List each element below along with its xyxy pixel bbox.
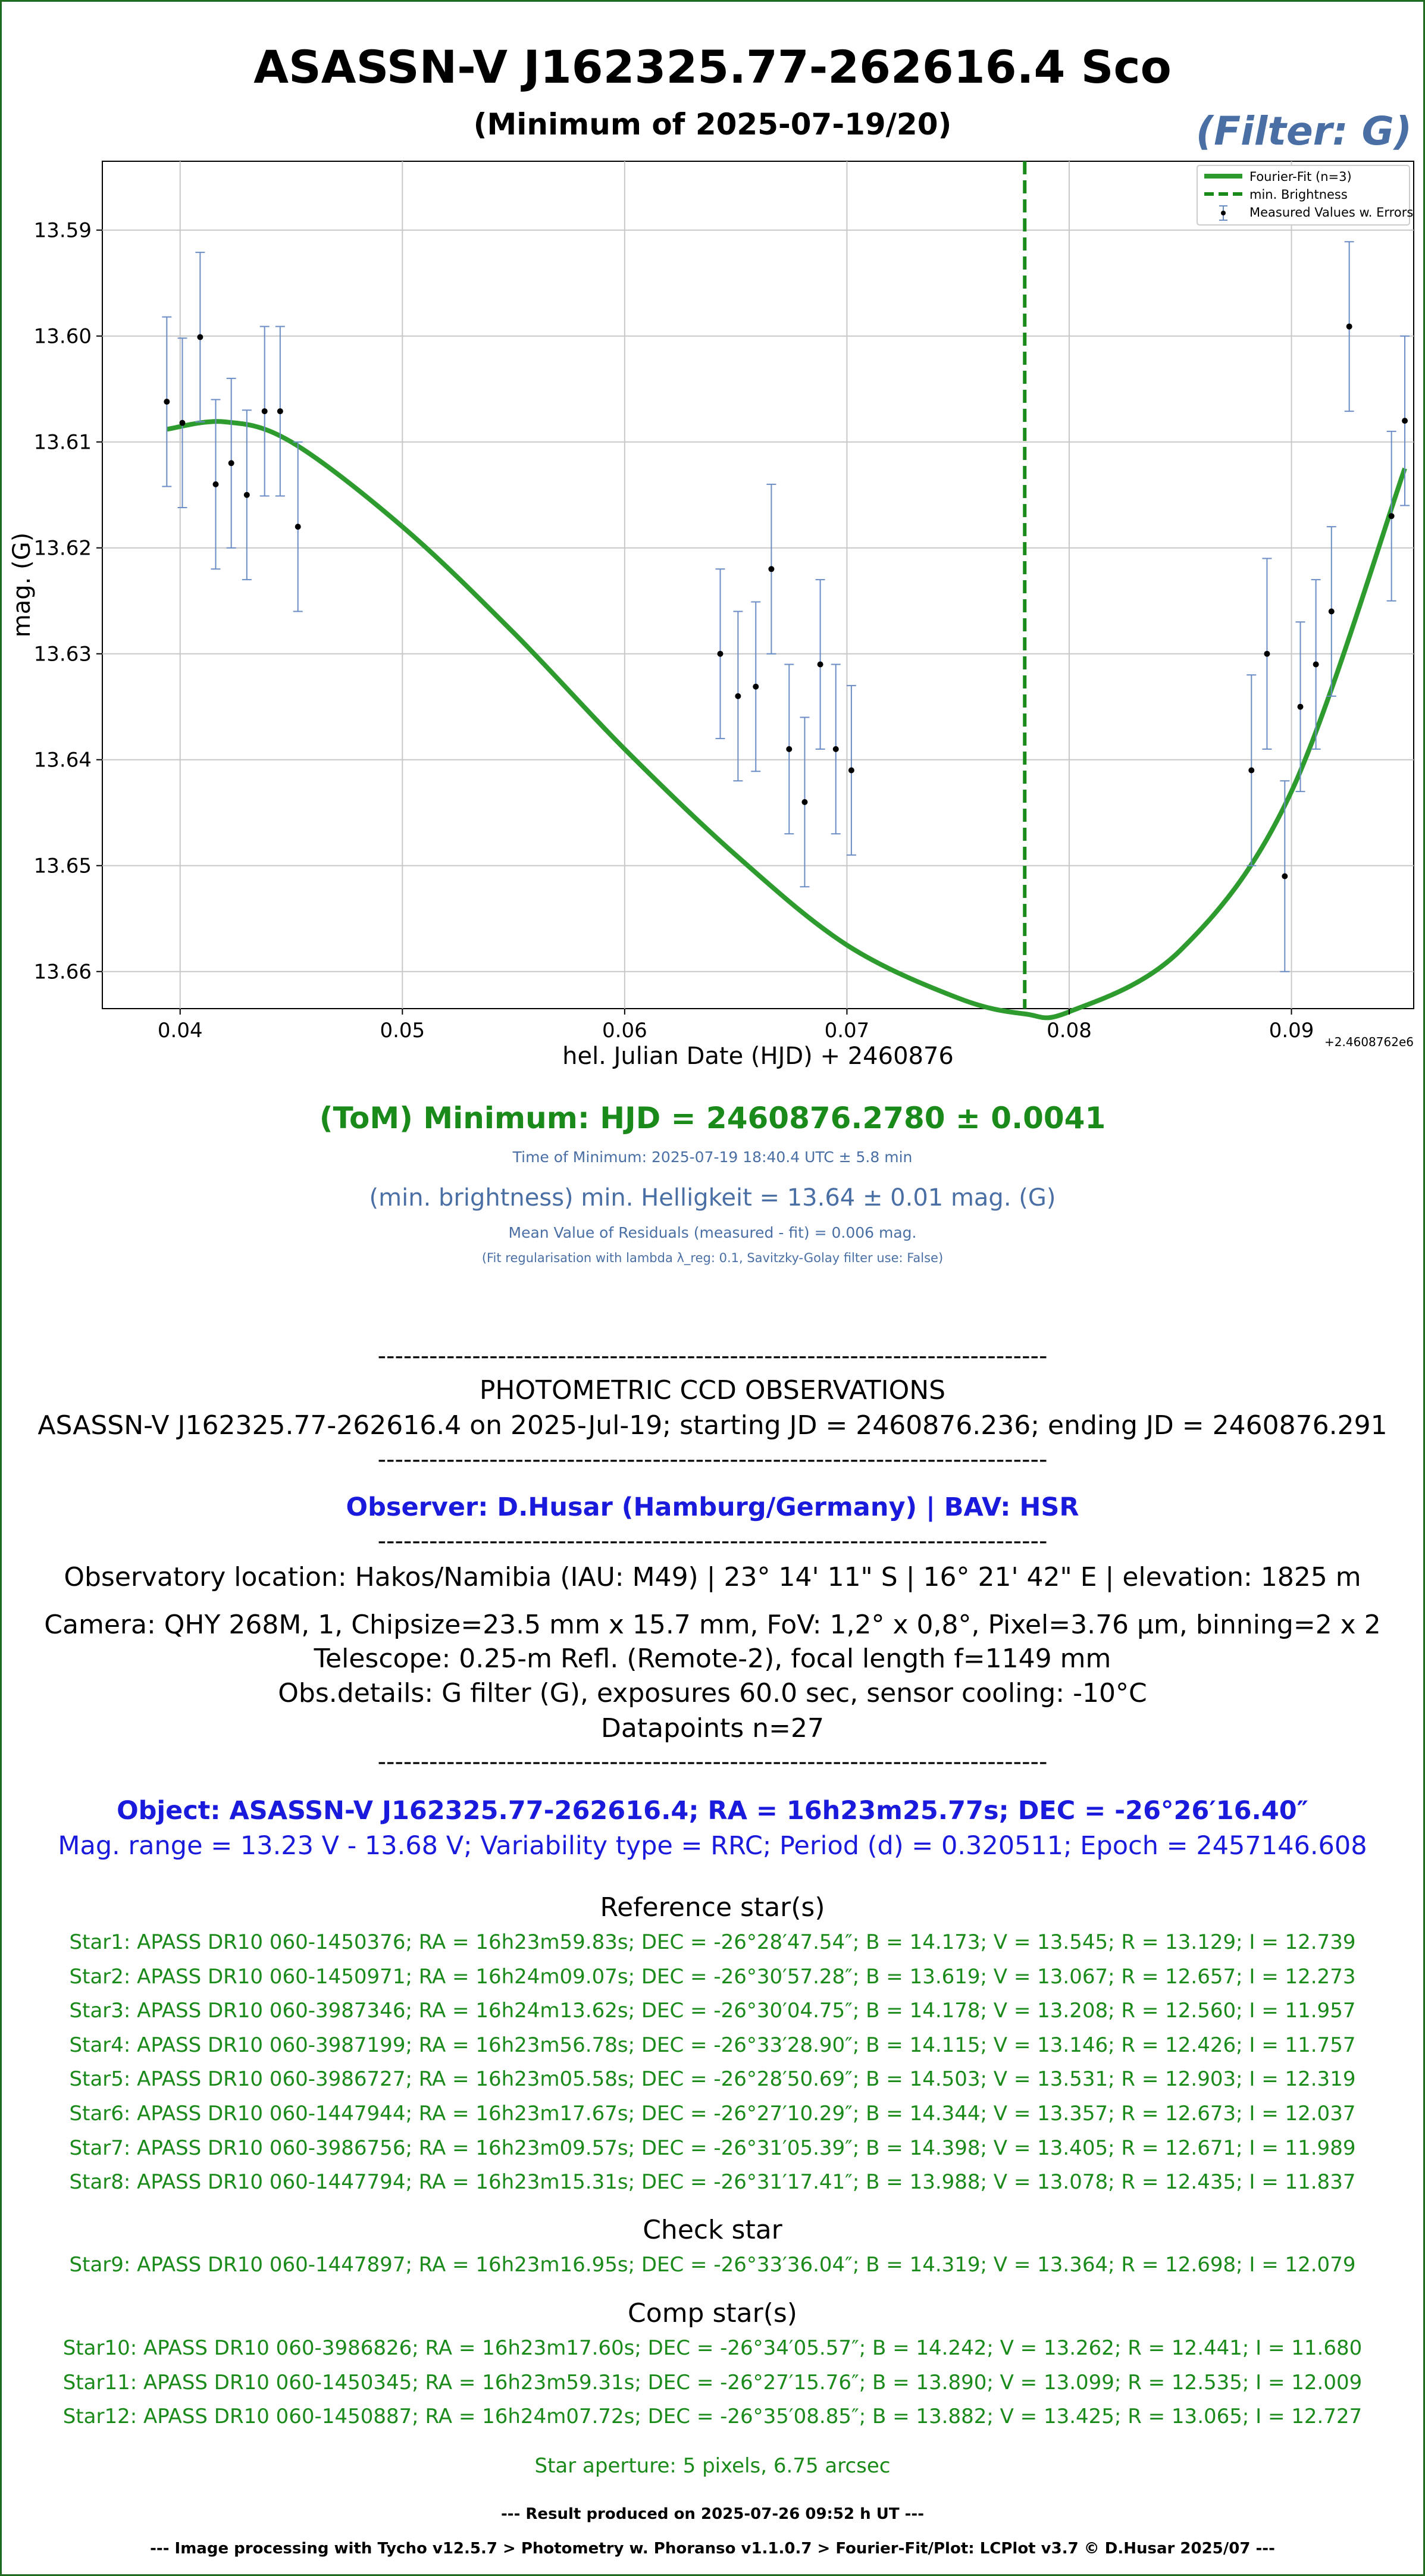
reference-star-line: Star2: APASS DR10 060-1450971; RA = 16h2… [69, 1964, 1356, 1989]
mean-residuals: Mean Value of Residuals (measured - fit)… [508, 1224, 917, 1241]
x-tick-label: 0.07 [825, 1019, 870, 1043]
data-point [1313, 661, 1319, 668]
data-point [1248, 767, 1255, 774]
tom-minimum: (ToM) Minimum: HJD = 2460876.2780 ± 0.00… [319, 1101, 1106, 1135]
reference-star-line: Star7: APASS DR10 060-3986756; RA = 16h2… [69, 2136, 1356, 2160]
reference-stars-heading: Reference star(s) [600, 1892, 825, 1923]
y-tick-label: 13.62 [34, 537, 92, 561]
camera-line: Camera: QHY 268M, 1, Chipsize=23.5 mm x … [44, 1610, 1381, 1640]
data-point [768, 566, 775, 572]
separator-1: ----------------------------------------… [377, 1342, 1048, 1370]
x-axis-label: hel. Julian Date (HJD) + 2460876 [562, 1043, 954, 1070]
data-point [753, 683, 759, 690]
reference-star-line: Star4: APASS DR10 060-3987199; RA = 16h2… [69, 2033, 1356, 2057]
datapoints-line: Datapoints n=27 [601, 1713, 824, 1744]
legend-fit-label: Fourier-Fit (n=3) [1249, 170, 1352, 184]
legend-point [1221, 211, 1226, 215]
plot-area [102, 161, 1414, 1009]
min-brightness: (min. brightness) min. Helligkeit = 13.6… [369, 1184, 1056, 1212]
data-point [1346, 323, 1352, 330]
filter-label: (Filter: G) [1195, 108, 1412, 154]
star-aperture: Star aperture: 5 pixels, 6.75 arcsec [534, 2454, 891, 2478]
data-point [179, 420, 186, 426]
fourier-fit-curve [166, 419, 1407, 1021]
observations-heading: PHOTOMETRIC CCD OBSERVATIONS [479, 1375, 946, 1406]
legend-min-label: min. Brightness [1249, 187, 1348, 202]
fourier-fit-group [166, 419, 1407, 1021]
data-point [228, 460, 234, 467]
legend-box [1197, 165, 1410, 226]
observer-line: Observer: D.Husar (Hamburg/Germany) | BA… [346, 1492, 1079, 1522]
observations-summary: ASASSN-V J162325.77-262616.4 on 2025-Jul… [37, 1410, 1388, 1441]
comp-stars-heading: Comp star(s) [628, 2298, 797, 2328]
y-tick-label: 13.64 [34, 749, 92, 772]
separator-4: ----------------------------------------… [377, 1748, 1048, 1776]
x-tick-label: 0.08 [1047, 1019, 1092, 1043]
reference-star-line: Star3: APASS DR10 060-3987346; RA = 16h2… [69, 1999, 1356, 2023]
measured-points-group [162, 241, 1410, 972]
y-tick-label: 13.66 [34, 960, 92, 984]
y-tick-label: 13.60 [34, 325, 92, 349]
chart-subtitle: (Minimum of 2025-07-19/20) [473, 107, 952, 142]
reference-star-line: Star1: APASS DR10 060-1450376; RA = 16h2… [69, 1930, 1356, 1954]
reference-star-line: Star5: APASS DR10 060-3986727; RA = 16h2… [69, 2067, 1356, 2092]
fit-regularisation: (Fit regularisation with lambda λ_reg: 0… [481, 1251, 944, 1265]
comp-star-line: Star10: APASS DR10 060-3986826; RA = 16h… [62, 2336, 1363, 2360]
x-offset-label: +2.4608762e6 [1324, 1035, 1414, 1049]
reference-star-line: Star8: APASS DR10 060-1447794; RA = 16h2… [69, 2170, 1356, 2195]
data-point [212, 481, 219, 487]
data-point [717, 650, 724, 657]
footer-produced: --- Result produced on 2025-07-26 09:52 … [500, 2505, 924, 2523]
data-point [735, 693, 741, 699]
reference-star-line: Star6: APASS DR10 060-1447944; RA = 16h2… [69, 2102, 1356, 2126]
legend: Fourier-Fit (n=3) min. Brightness Measur… [1197, 165, 1413, 226]
data-point [1282, 873, 1288, 879]
data-point [243, 492, 250, 498]
comp-star-line: Star12: APASS DR10 060-1450887; RA = 16h… [62, 2405, 1363, 2429]
y-tick-label: 13.63 [34, 643, 92, 666]
data-point [261, 408, 268, 415]
legend-points-label: Measured Values w. Errors [1249, 205, 1413, 220]
data-point [197, 334, 203, 340]
check-star-line: Star9: APASS DR10 060-1447897; RA = 16h2… [69, 2253, 1356, 2277]
check-star-heading: Check star [643, 2215, 782, 2245]
data-point [1297, 703, 1304, 710]
y-tick-label: 13.65 [34, 855, 92, 878]
x-tick-label: 0.04 [158, 1019, 203, 1043]
data-point [1402, 418, 1408, 424]
data-point [1388, 513, 1395, 519]
separator-3: ----------------------------------------… [377, 1528, 1048, 1555]
data-point [1264, 650, 1270, 657]
x-tick-label: 0.05 [380, 1019, 425, 1043]
data-point [848, 767, 854, 774]
data-point [277, 408, 283, 415]
data-point [1328, 608, 1335, 615]
data-point [786, 746, 793, 752]
object-line: Object: ASASSN-V J162325.77-262616.4; RA… [117, 1796, 1308, 1826]
observatory-location: Observatory location: Hakos/Namibia (IAU… [64, 1562, 1361, 1592]
data-point [164, 399, 170, 405]
mag-range-line: Mag. range = 13.23 V - 13.68 V; Variabil… [58, 1831, 1367, 1861]
data-point [801, 799, 808, 805]
y-axis-label: mag. (G) [8, 533, 36, 638]
axis-ticks: 0.04 0.05 0.06 0.07 0.08 0.09 13.59 13.60 13.61 1… [34, 219, 1314, 1043]
data-point [295, 524, 301, 530]
separator-2: ----------------------------------------… [377, 1446, 1048, 1473]
comp-star-line: Star11: APASS DR10 060-1450345; RA = 16h… [62, 2370, 1363, 2395]
light-curve-chart: 0.04 0.05 0.06 0.07 0.08 0.09 13.59 13.60 13.61 1… [8, 161, 1414, 1070]
footer-processing: --- Image processing with Tycho v12.5.7 … [150, 2540, 1275, 2558]
x-tick-label: 0.09 [1269, 1019, 1314, 1043]
y-tick-label: 13.59 [34, 219, 92, 243]
chart-title: ASASSN-V J162325.77-262616.4 Sco [253, 40, 1172, 93]
y-tick-label: 13.61 [34, 431, 92, 455]
x-tick-label: 0.06 [602, 1019, 647, 1043]
telescope-line: Telescope: 0.25-m Refl. (Remote-2), foca… [314, 1644, 1111, 1674]
data-point [832, 746, 839, 752]
obs-details-line: Obs.details: G filter (G), exposures 60.… [278, 1678, 1147, 1708]
time-of-minimum: Time of Minimum: 2025-07-19 18:40.4 UTC … [512, 1148, 913, 1166]
grid-lines [102, 161, 1414, 1009]
data-point [817, 661, 823, 668]
